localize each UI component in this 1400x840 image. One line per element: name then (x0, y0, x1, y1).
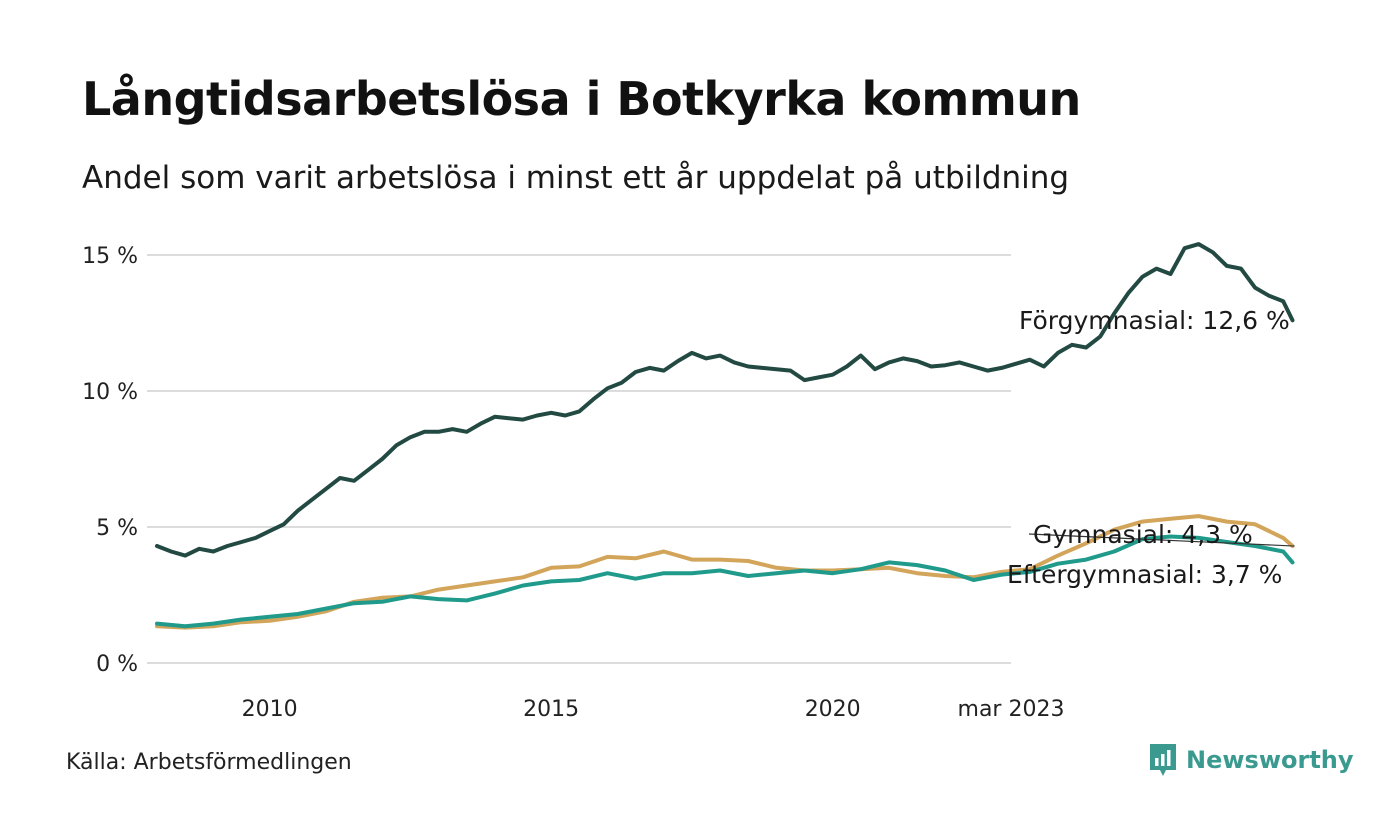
series-line-förgymnasial (155, 242, 1295, 558)
source-note: Källa: Arbetsförmedlingen (66, 750, 352, 775)
grid-lines (147, 254, 1011, 664)
bar-chart-logo-icon (1150, 744, 1176, 776)
y-tick-label: 10 % (82, 380, 138, 405)
series-line-eftergymnasial (155, 534, 1295, 629)
end-label-eftergymnasial: Eftergymnasial: 3,7 % (1007, 560, 1282, 589)
y-tick-label: 0 % (96, 652, 138, 677)
x-tick-label: 2015 (523, 697, 579, 722)
y-tick-label: 5 % (96, 516, 138, 541)
y-tick-label: 15 % (82, 244, 138, 269)
brand-name: Newsworthy (1186, 746, 1354, 774)
end-label-gymnasial: Gymnasial: 4,3 % (1033, 520, 1253, 549)
chart-title: Långtidsarbetslösa i Botkyrka kommun (82, 72, 1081, 126)
x-tick-label: 2010 (242, 697, 298, 722)
chart-subtitle: Andel som varit arbetslösa i minst ett å… (82, 160, 1070, 196)
x-axis: 2010 2015 2020 mar 2023 (242, 697, 1065, 722)
label-leader-line (1028, 533, 1295, 547)
x-tick-label: mar 2023 (958, 697, 1065, 722)
x-tick-label: 2020 (805, 697, 861, 722)
brand-logo[interactable]: Newsworthy (1148, 742, 1354, 778)
end-labels: Förgymnasial: 12,6 % Gymnasial: 4,3 % Efte… (1007, 306, 1295, 589)
y-axis: 0 % 5 % 10 % 15 % (82, 244, 138, 677)
series-lines (155, 242, 1295, 630)
end-label-förgymnasial: Förgymnasial: 12,6 % (1019, 306, 1290, 335)
